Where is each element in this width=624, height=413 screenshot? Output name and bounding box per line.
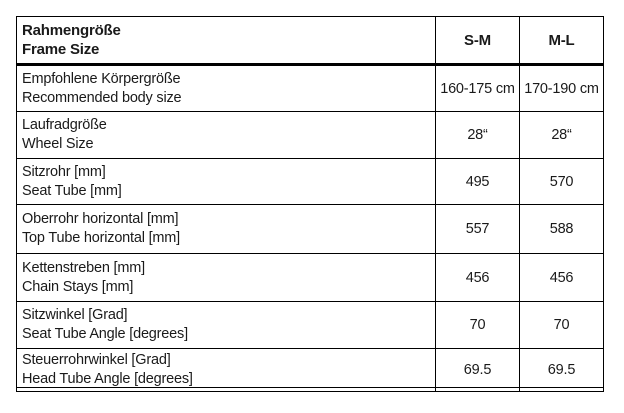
row-label-cell: Kettenstreben [mm] Chain Stays [mm] [17,254,435,301]
value-s-m: 70 [435,302,519,348]
clipped-value-cell [519,388,603,391]
header-label-en: Frame Size [22,41,100,58]
row-label-cell: Oberrohr horizontal [mm] Top Tube horizo… [17,205,435,253]
column-header-s-m: S-M [435,17,519,63]
row-label-de: Sitzwinkel [Grad] [22,307,128,323]
row-label-de: Laufradgröße [22,117,107,133]
table-row-top-tube: Oberrohr horizontal [mm] Top Tube horizo… [17,204,603,253]
value-m-l: 70 [519,302,603,348]
row-label-de: Empfohlene Körpergröße [22,70,181,87]
row-label-cell: Steuerrohrwinkel [Grad] Head Tube Angle … [17,349,435,391]
row-label-de: Sitzrohr [mm] [22,163,106,180]
value-m-l: 570 [519,159,603,204]
row-label-de: Kettenstreben [mm] [22,259,145,276]
value-s-m: 28“ [435,112,519,158]
row-label-cell: Empfohlene Körpergröße Recommended body … [17,66,435,111]
value-m-l: 28“ [519,112,603,158]
header-label-de: Rahmengröße [22,22,121,39]
table-row-head-tube-angle: Steuerrohrwinkel [Grad] Head Tube Angle … [17,348,603,391]
row-label-en: Chain Stays [mm] [22,278,134,295]
clipped-label-cell [17,388,435,391]
table-row-body-size: Empfohlene Körpergröße Recommended body … [17,63,603,111]
value-s-m: 160-175 cm [435,66,519,111]
table-row-wheel-size: Laufradgröße Wheel Size 28“ 28“ [17,111,603,158]
row-label-en: Seat Tube [mm] [22,182,122,199]
row-label-en: Top Tube horizontal [mm] [22,230,180,246]
column-header-m-l: M-L [519,17,603,63]
value-s-m: 557 [435,205,519,253]
value-m-l: 588 [519,205,603,253]
table-header-row: Rahmengröße Frame Size S-M M-L [17,17,603,63]
value-s-m: 69.5 [435,349,519,391]
row-label-cell: Sitzrohr [mm] Seat Tube [mm] [17,159,435,204]
value-s-m: 495 [435,159,519,204]
row-label-en: Wheel Size [22,136,94,152]
value-s-m: 456 [435,254,519,301]
row-label-cell: Laufradgröße Wheel Size [17,112,435,158]
row-label-de: Oberrohr horizontal [mm] [22,211,179,227]
clipped-next-row [17,387,603,391]
row-label-en: Seat Tube Angle [degrees] [22,326,188,342]
frame-size-spec-table: Rahmengröße Frame Size S-M M-L Empfohlen… [16,16,604,392]
table-row-seat-tube-angle: Sitzwinkel [Grad] Seat Tube Angle [degre… [17,301,603,348]
row-label-en: Recommended body size [22,89,182,106]
table-row-chain-stays: Kettenstreben [mm] Chain Stays [mm] 456 … [17,253,603,301]
value-m-l: 456 [519,254,603,301]
value-m-l: 170-190 cm [519,66,603,111]
row-label-cell: Sitzwinkel [Grad] Seat Tube Angle [degre… [17,302,435,348]
table-row-seat-tube: Sitzrohr [mm] Seat Tube [mm] 495 570 [17,158,603,204]
row-label-en: Head Tube Angle [degrees] [22,371,193,387]
value-m-l: 69.5 [519,349,603,391]
header-label-cell: Rahmengröße Frame Size [17,17,435,63]
row-label-de: Steuerrohrwinkel [Grad] [22,352,171,368]
clipped-value-cell [435,388,519,391]
